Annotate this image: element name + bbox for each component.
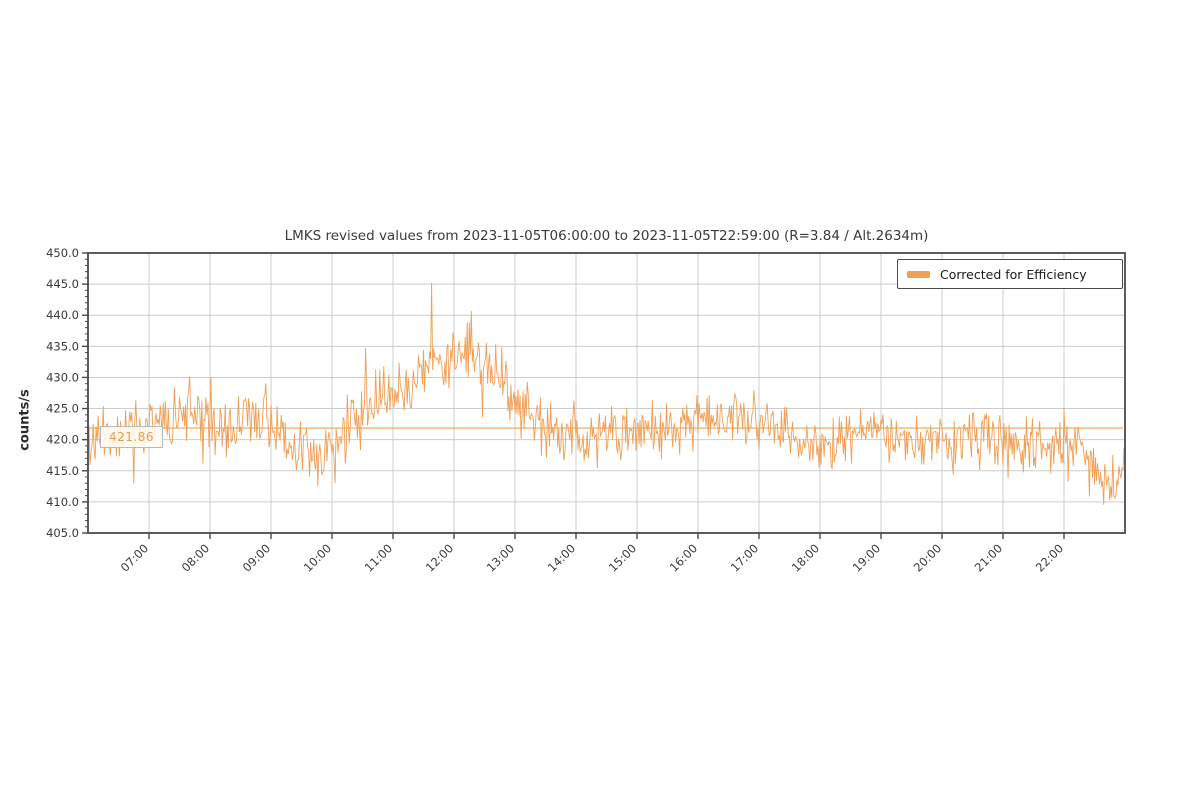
x-tick-label: 19:00 [850, 541, 883, 574]
x-tick-label: 18:00 [789, 541, 822, 574]
mean-value-annotation: 421.86 [100, 426, 163, 449]
legend-swatch-icon [907, 270, 930, 278]
y-tick-label: 405.0 [46, 526, 79, 540]
x-tick-label: 22:00 [1033, 541, 1066, 574]
x-tick-label: 17:00 [728, 541, 761, 574]
legend: Corrected for Efficiency [897, 259, 1123, 289]
y-tick-label: 445.0 [46, 277, 79, 291]
x-tick-label: 09:00 [240, 541, 273, 574]
x-tick-label: 07:00 [118, 541, 151, 574]
mean-value-text: 421.86 [109, 430, 154, 445]
x-tick-label: 11:00 [362, 541, 395, 574]
y-tick-label: 415.0 [46, 464, 79, 478]
chart-title: LMKS revised values from 2023-11-05T06:0… [284, 228, 929, 244]
y-tick-label: 435.0 [46, 339, 79, 353]
y-tick-label: 425.0 [46, 402, 79, 416]
x-tick-label: 12:00 [423, 541, 456, 574]
x-tick-label: 21:00 [972, 541, 1005, 574]
x-tick-label: 14:00 [545, 541, 578, 574]
x-tick-label: 20:00 [911, 541, 944, 574]
x-tick-label: 10:00 [301, 541, 334, 574]
plot-border [87, 252, 1126, 534]
x-tick-label: 15:00 [606, 541, 639, 574]
y-tick-label: 410.0 [46, 495, 79, 509]
y-tick-label: 440.0 [46, 308, 79, 322]
x-tick-label: 08:00 [179, 541, 212, 574]
y-tick-label: 430.0 [46, 370, 79, 384]
legend-entry-label: Corrected for Efficiency [940, 266, 1087, 282]
x-tick-label: 16:00 [667, 541, 700, 574]
data-series-line [88, 282, 1125, 505]
y-tick-label: 420.0 [46, 433, 79, 447]
x-tick-label: 13:00 [484, 541, 517, 574]
y-tick-label: 450.0 [46, 246, 79, 260]
